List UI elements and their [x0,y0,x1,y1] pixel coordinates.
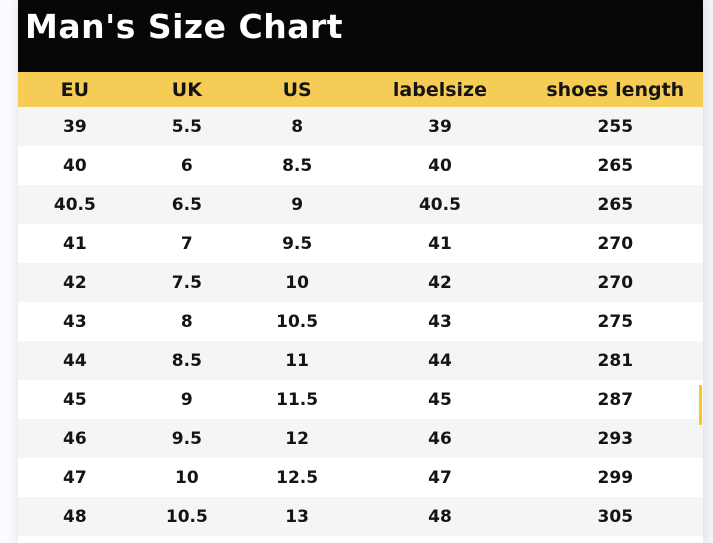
table-body: 39 5.5 8 39 255 40 6 8.5 40 265 40.5 6.5 9 40.5 265 41 7… [18,107,703,536]
table-cell: 287 [597,389,634,410]
table-row: 46 9.5 12 46 293 [18,419,703,458]
table-cell: 9.5 [282,233,313,254]
table-row: 47 10 12.5 47 299 [18,458,703,497]
table-cell: 265 [597,155,634,176]
table-cell: 270 [597,272,634,293]
table-cell: 43 [63,311,87,332]
table-cell: 305 [597,506,634,527]
table-cell: 44 [63,350,87,371]
table-cell: 45 [63,389,87,410]
table-cell: 45 [428,389,452,410]
table-cell: 9.5 [171,428,202,449]
table-cell: 265 [597,194,634,215]
table-row: 45 9 11.5 45 287 [18,380,703,419]
table-cell: 47 [63,467,87,488]
table-cell: 41 [428,233,452,254]
table-cell: 8 [180,311,193,332]
table-header-row: EU UK US labelsize shoes length [18,72,703,107]
column-header-us: US [282,78,312,101]
table-cell: 11.5 [276,389,319,410]
table-cell: 299 [597,467,634,488]
table-row: 40 6 8.5 40 265 [18,146,703,185]
table-cell: 10 [175,467,199,488]
table-cell: 9 [180,389,193,410]
table-cell: 44 [428,350,452,371]
table-cell: 281 [597,350,634,371]
table-cell: 270 [597,233,634,254]
table-cell: 8 [291,116,304,137]
table-cell: 255 [597,116,634,137]
table-cell: 6 [180,155,193,176]
table-cell: 48 [63,506,87,527]
table-row: 39 5.5 8 39 255 [18,107,703,146]
column-header-shoes-length: shoes length [546,78,685,101]
table-row: 48 10.5 13 48 305 [18,497,703,536]
table-cell: 40.5 [418,194,461,215]
column-header-uk: UK [171,78,202,101]
table-cell: 7 [180,233,193,254]
size-chart-panel: Man's Size Chart EU UK US labelsize shoe… [18,0,703,543]
title-bar: Man's Size Chart [18,0,703,72]
table-row: 42 7.5 10 42 270 [18,263,703,302]
table-cell: 275 [597,311,634,332]
table-cell: 39 [63,116,87,137]
table-cell: 5.5 [171,116,202,137]
table-cell: 8.5 [282,155,313,176]
table-cell: 12 [285,428,309,449]
table-cell: 39 [428,116,452,137]
table-cell: 46 [428,428,452,449]
table-cell: 13 [285,506,309,527]
table-cell: 48 [428,506,452,527]
table-cell: 11 [285,350,309,371]
table-row: 41 7 9.5 41 270 [18,224,703,263]
table-cell: 6.5 [171,194,202,215]
table-cell: 293 [597,428,634,449]
chart-title: Man's Size Chart [25,7,344,46]
table-cell: 10.5 [276,311,319,332]
table-cell: 47 [428,467,452,488]
table-cell: 12.5 [276,467,319,488]
table-cell: 42 [428,272,452,293]
table-cell: 46 [63,428,87,449]
table-cell: 40 [63,155,87,176]
table-cell: 9 [291,194,304,215]
table-cell: 40 [428,155,452,176]
table-row: 40.5 6.5 9 40.5 265 [18,185,703,224]
column-header-eu: EU [60,78,90,101]
table-cell: 40.5 [53,194,96,215]
table-row: 43 8 10.5 43 275 [18,302,703,341]
table-cell: 42 [63,272,87,293]
table-cell: 8.5 [171,350,202,371]
table-row: 44 8.5 11 44 281 [18,341,703,380]
table-cell: 7.5 [171,272,202,293]
table-cell: 43 [428,311,452,332]
column-header-labelsize: labelsize [392,78,487,101]
table-cell: 10.5 [165,506,208,527]
table-cell: 10 [285,272,309,293]
scrollbar-thumb[interactable] [699,385,702,425]
table-cell: 41 [63,233,87,254]
